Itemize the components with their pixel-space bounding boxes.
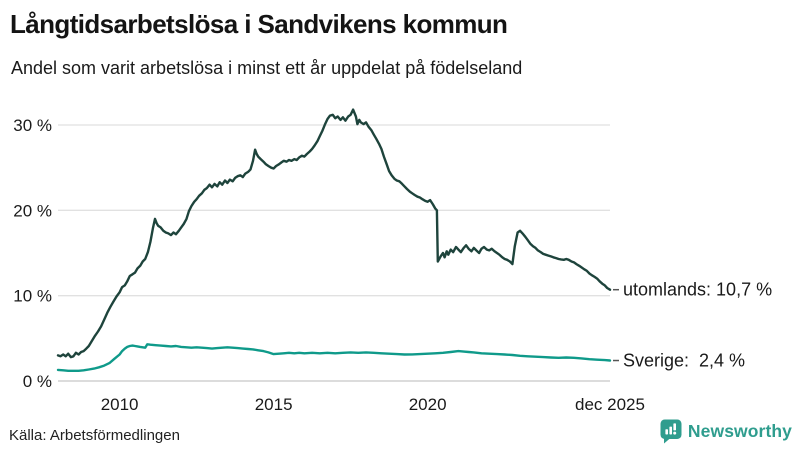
y-tick-label: 30 % <box>13 116 52 135</box>
x-tick-label: 2015 <box>255 395 293 414</box>
y-tick-label: 0 % <box>23 372 52 391</box>
source-attribution: Källa: Arbetsförmedlingen <box>9 427 180 444</box>
page-subtitle: Andel som varit arbetslösa i minst ett å… <box>11 58 523 78</box>
series-line-utomlands <box>56 108 612 359</box>
x-tick-label: 2010 <box>101 395 139 414</box>
newsworthy-wordmark: Newsworthy <box>687 421 792 441</box>
line-chart: 0 % 10 % 20 % 30 % 2010 2015 2020 dec 2025 utoml… <box>13 108 772 414</box>
series-end-label-utomlands: utomlands: 10,7 % <box>623 280 772 300</box>
y-tick-label: 20 % <box>13 201 52 220</box>
newsworthy-logo[interactable]: Newsworthy <box>660 419 792 444</box>
x-tick-label: 2020 <box>409 395 447 414</box>
x-tick-label: dec 2025 <box>575 395 645 414</box>
series-end-label-sverige: Sverige: 2,4 % <box>623 351 745 371</box>
series-line-sverige <box>56 343 612 372</box>
page-title: Långtidsarbetslösa i Sandvikens kommun <box>10 9 508 39</box>
bar-chart-speech-bubble-icon <box>660 419 682 444</box>
y-tick-label: 10 % <box>13 287 52 306</box>
